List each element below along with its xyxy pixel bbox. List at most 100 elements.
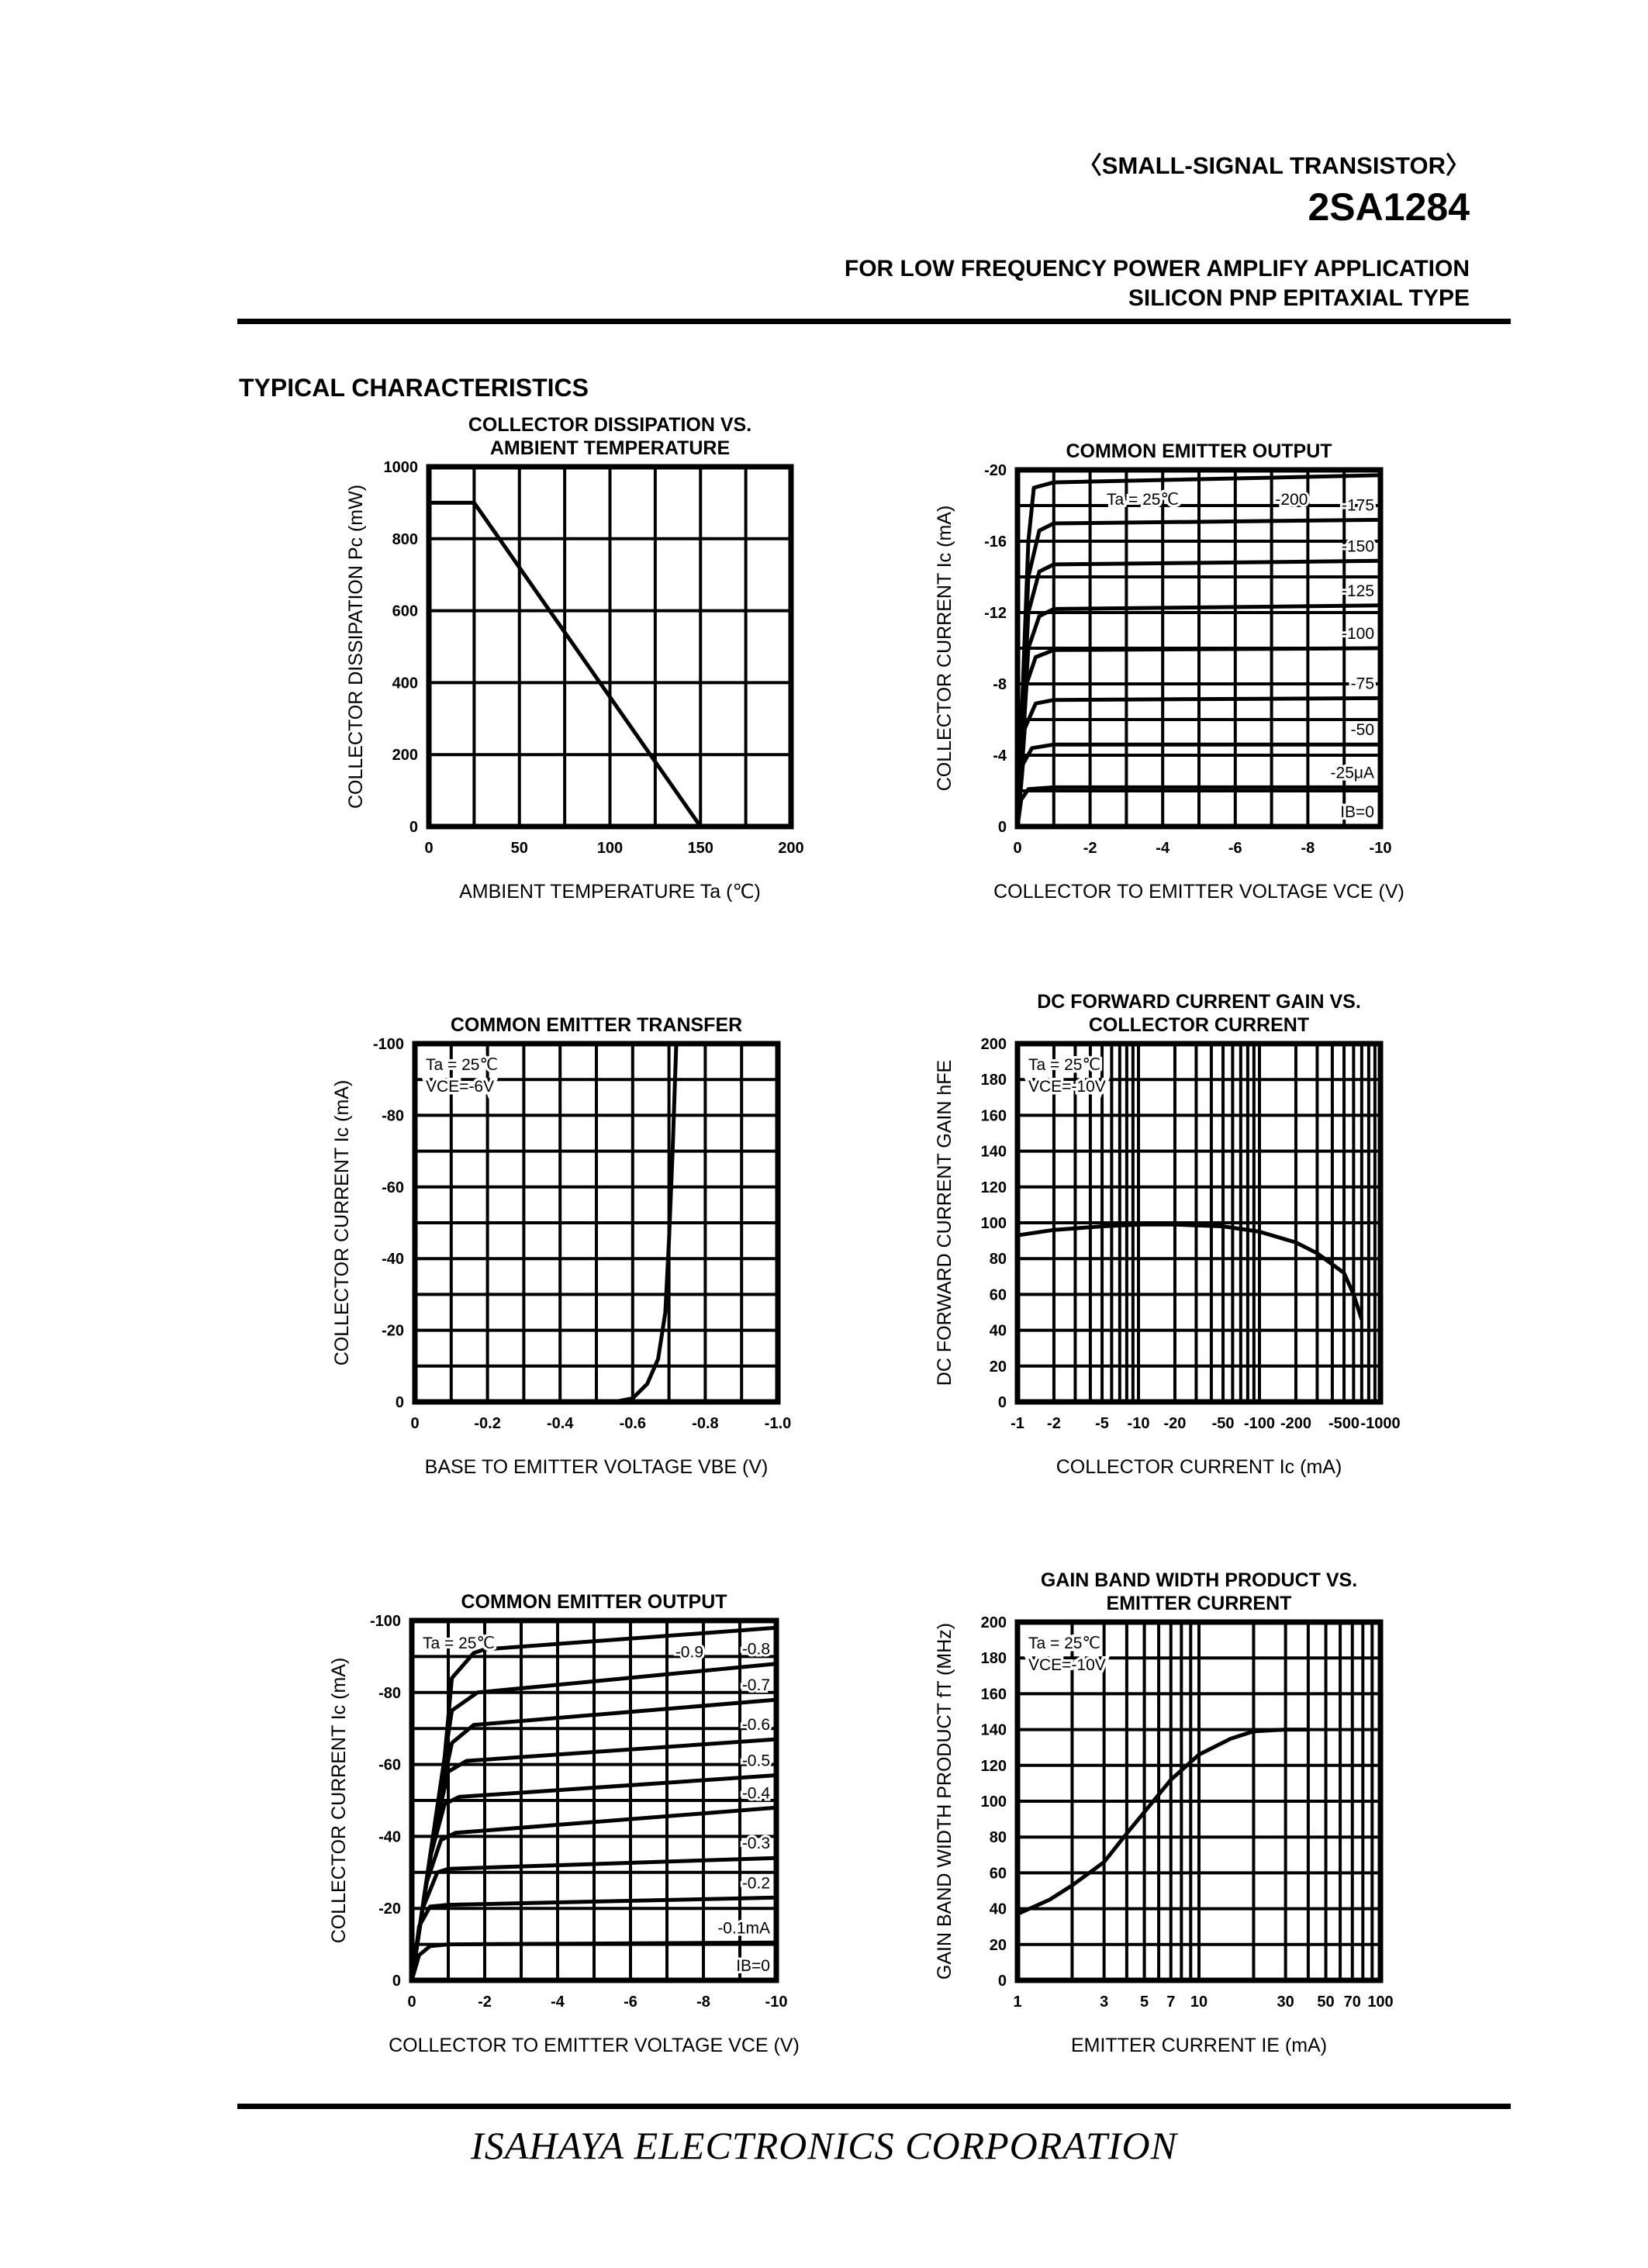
- x-tick-label: 5: [1140, 1994, 1149, 2011]
- y-tick-label: 60: [990, 1865, 1007, 1882]
- chart-title: COMMON EMITTER OUTPUT: [461, 1591, 727, 1613]
- y-tick-label: -80: [378, 1685, 401, 1702]
- y-tick-label: 0: [396, 1394, 404, 1411]
- x-tick-label: -0.8: [692, 1415, 718, 1432]
- y-tick-label: 40: [990, 1901, 1007, 1918]
- section-title: TYPICAL CHARACTERISTICS: [239, 374, 589, 402]
- x-tick-label: 200: [778, 840, 803, 857]
- x-axis-label: BASE TO EMITTER VOLTAGE VBE (V): [425, 1456, 769, 1478]
- y-tick-label: 160: [981, 1107, 1007, 1124]
- y-axis-label: COLLECTOR CURRENT Ic (mA): [331, 1080, 353, 1366]
- series-label: -25μA: [1331, 764, 1374, 782]
- series-label: -0.8: [742, 1641, 770, 1659]
- x-tick-label: -1: [1011, 1415, 1024, 1432]
- y-axis-label: GAIN BAND WIDTH PRODUCT fT (MHz): [934, 1623, 955, 1980]
- series-label: -0.3: [742, 1835, 770, 1852]
- series-label: -0.9: [675, 1643, 703, 1661]
- x-tick-label: 3: [1100, 1994, 1108, 2011]
- x-tick-label: -8: [696, 1994, 710, 2011]
- series-label: -150: [1342, 537, 1374, 555]
- series-curve: [1015, 473, 1381, 827]
- y-tick-label: 100: [981, 1793, 1007, 1811]
- x-tick-label: -5: [1095, 1415, 1109, 1432]
- test-condition: VCE=-10V: [1028, 1656, 1106, 1674]
- series-curve: [1016, 1728, 1308, 1916]
- application-text: FOR LOW FREQUENCY POWER AMPLIFY APPLICAT…: [844, 256, 1470, 281]
- y-tick-label: 200: [981, 1036, 1007, 1053]
- x-tick-label: -6: [624, 1994, 637, 2011]
- x-tick-label: 7: [1166, 1994, 1175, 2011]
- y-tick-label: -60: [378, 1757, 401, 1774]
- chart-title: COMMON EMITTER TRANSFER: [451, 1014, 742, 1036]
- chart-4: DC FORWARD CURRENT GAIN VS.COLLECTOR CUR…: [934, 991, 1401, 1478]
- y-tick-label: 20: [990, 1937, 1007, 1954]
- plot-frame: [426, 464, 794, 830]
- y-axis-label: COLLECTOR CURRENT Ic (mA): [934, 506, 955, 792]
- y-tick-label: 1000: [384, 459, 419, 476]
- series-label: -0.6: [742, 1716, 770, 1734]
- transistor-type: SILICON PNP EPITAXIAL TYPE: [1128, 285, 1470, 311]
- x-tick-label: -0.6: [620, 1415, 646, 1432]
- test-condition: Ta = 25℃: [1028, 1635, 1100, 1652]
- y-tick-label: 200: [981, 1614, 1007, 1631]
- series-label: -175: [1342, 496, 1374, 514]
- y-tick-label: 120: [981, 1758, 1007, 1775]
- y-tick-label: -12: [984, 605, 1007, 622]
- x-tick-label: -0.4: [547, 1415, 574, 1432]
- x-tick-label: -10: [1370, 840, 1392, 857]
- series-curve: [415, 1043, 679, 1404]
- y-tick-label: 60: [990, 1286, 1007, 1303]
- y-tick-label: -16: [984, 533, 1007, 551]
- x-tick-label: -1.0: [765, 1415, 791, 1432]
- y-tick-label: 100: [981, 1215, 1007, 1232]
- y-tick-label: -40: [378, 1828, 401, 1845]
- chart-1: COLLECTOR DISSIPATION VS.AMBIENT TEMPERA…: [345, 414, 804, 903]
- x-tick-label: -500: [1328, 1415, 1360, 1432]
- x-tick-label: -10: [765, 1994, 788, 2011]
- y-tick-label: 0: [998, 1973, 1007, 1990]
- series-label: IB=0: [1340, 803, 1374, 821]
- test-condition: VCE=-6V: [426, 1078, 494, 1096]
- series-label: -125: [1342, 582, 1374, 600]
- x-tick-label: 100: [1367, 1994, 1393, 2011]
- x-tick-label: -50: [1212, 1415, 1235, 1432]
- x-tick-label: 0: [410, 1415, 419, 1432]
- x-tick-label: -2: [1047, 1415, 1061, 1432]
- y-tick-label: 800: [392, 531, 418, 548]
- series-label: -100: [1342, 625, 1374, 643]
- x-tick-label: 100: [597, 840, 623, 857]
- chart-6: GAIN BAND WIDTH PRODUCT VS.EMITTER CURRE…: [934, 1569, 1394, 2056]
- x-tick-label: -0.2: [474, 1415, 500, 1432]
- x-tick-label: 0: [407, 1994, 416, 2011]
- y-tick-label: 40: [990, 1323, 1007, 1340]
- x-tick-label: -200: [1280, 1415, 1311, 1432]
- y-tick-label: -20: [378, 1900, 401, 1918]
- y-tick-label: 600: [392, 603, 418, 620]
- x-axis-label: COLLECTOR TO EMITTER VOLTAGE VCE (V): [389, 2035, 800, 2056]
- y-tick-label: -20: [382, 1323, 404, 1340]
- x-tick-label: 0: [424, 840, 433, 857]
- test-condition: Ta = 25℃: [1028, 1056, 1100, 1074]
- x-tick-label: -4: [1156, 840, 1170, 857]
- series-label: IB=0: [736, 1957, 770, 1975]
- plot-frame: [1014, 1041, 1384, 1405]
- y-tick-label: -100: [370, 1613, 401, 1630]
- y-tick-label: -60: [382, 1179, 404, 1196]
- y-tick-label: 20: [990, 1358, 1007, 1376]
- x-tick-label: -4: [551, 1994, 565, 2011]
- x-tick-label: 70: [1344, 1994, 1361, 2011]
- series-curve: [409, 1940, 777, 1981]
- y-tick-label: 200: [392, 747, 418, 764]
- y-tick-label: -8: [993, 676, 1007, 693]
- y-axis-label: COLLECTOR CURRENT Ic (mA): [328, 1658, 350, 1944]
- chart-title: EMITTER CURRENT: [1107, 1593, 1292, 1614]
- product-category: 〈SMALL-SIGNAL TRANSISTOR〉: [1077, 152, 1470, 179]
- series-label: -0.2: [742, 1874, 770, 1892]
- chart-title: COLLECTOR DISSIPATION VS.: [468, 414, 751, 436]
- y-tick-label: -20: [984, 462, 1007, 479]
- x-tick-label: 50: [1317, 1994, 1334, 2011]
- x-tick-label: -1000: [1360, 1415, 1400, 1432]
- y-tick-label: 0: [998, 819, 1007, 836]
